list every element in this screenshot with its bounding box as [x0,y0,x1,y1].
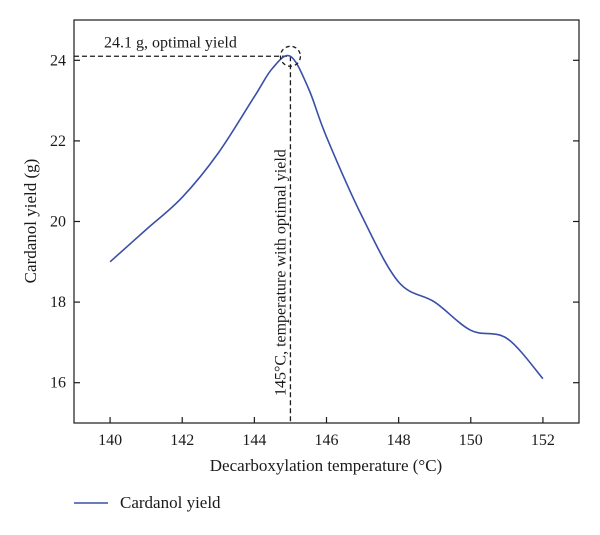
y-tick-label: 18 [50,294,66,311]
series-line-cardanol-yield [109,54,544,380]
x-axis-label: Decarboxylation temperature (°C) [210,456,442,475]
x-tick-label: 150 [459,432,483,449]
optimum-guides [74,55,292,423]
plot-frame [73,19,580,424]
y-tick-label: 22 [50,133,66,150]
y-tick-label: 24 [50,52,66,69]
y-axis: 16 18 20 22 24 [50,52,579,392]
y-axis-label: Cardanol yield (g) [21,159,40,284]
legend: Cardanol yield [74,493,221,512]
x-tick-label: 148 [387,432,411,449]
x-tick-label: 146 [315,432,339,449]
optimum-marker-circle [279,45,302,67]
optimal-yield-annotation: 24.1 g, optimal yield [104,34,237,51]
optimal-temperature-annotation: 145°C, temperature with optimal yield [272,149,289,396]
y-tick-label: 20 [50,214,66,231]
legend-label: Cardanol yield [120,493,221,512]
x-tick-label: 140 [98,432,122,449]
x-tick-label: 144 [242,432,266,449]
x-tick-label: 152 [531,432,555,449]
x-tick-label: 142 [170,432,194,449]
y-tick-label: 16 [50,375,66,392]
x-axis: 140 142 144 146 148 150 152 [98,417,555,449]
